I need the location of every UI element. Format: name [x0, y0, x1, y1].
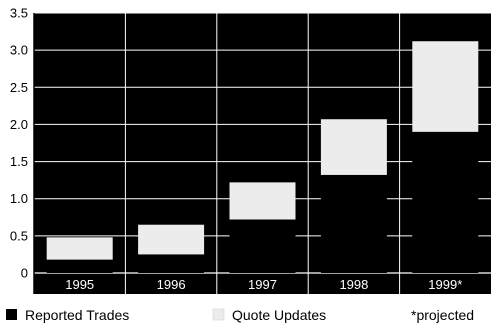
legend-swatch-quote-updates	[212, 308, 225, 321]
x-tick-label: 1997	[248, 277, 277, 292]
y-tick-label: 2.5	[10, 80, 28, 95]
y-tick-label: 1.5	[10, 154, 28, 169]
x-tick-label: 1995	[65, 277, 94, 292]
bar-quote-updates	[320, 119, 387, 175]
projected-note: *projected	[411, 307, 474, 323]
legend-label-reported-trades: Reported Trades	[25, 307, 129, 323]
legend-label-quote-updates: Quote Updates	[232, 307, 326, 323]
bar-reported-trades	[229, 219, 296, 273]
y-tick-label: 0	[21, 266, 28, 281]
y-axis-ticks: 0 0.5 1.0 1.5 2.0 2.5 3.0 3.5	[10, 6, 28, 281]
bar-quote-updates	[46, 237, 113, 260]
y-tick-label: 2.0	[10, 117, 28, 132]
x-axis-ticks: 1995 1996 1997 1998 1999*	[65, 277, 462, 292]
bar-reported-trades	[46, 259, 113, 273]
bar-reported-trades	[320, 174, 387, 273]
bar-reported-trades	[412, 131, 479, 273]
x-tick-label: 1998	[339, 277, 368, 292]
bar-reported-trades	[138, 254, 205, 273]
y-tick-label: 1.0	[10, 191, 28, 206]
y-tick-label: 0.5	[10, 228, 28, 243]
x-tick-label: 1999*	[428, 277, 462, 292]
bars	[46, 41, 479, 273]
legend: Reported Trades Quote Updates *projected	[6, 307, 474, 323]
bar-quote-updates	[229, 182, 296, 220]
y-tick-label: 3.0	[10, 43, 28, 58]
bar-quote-updates	[138, 224, 205, 255]
y-tick-label: 3.5	[10, 6, 28, 21]
legend-swatch-reported-trades	[6, 309, 17, 320]
bar-quote-updates	[412, 41, 479, 132]
x-tick-label: 1996	[157, 277, 186, 292]
